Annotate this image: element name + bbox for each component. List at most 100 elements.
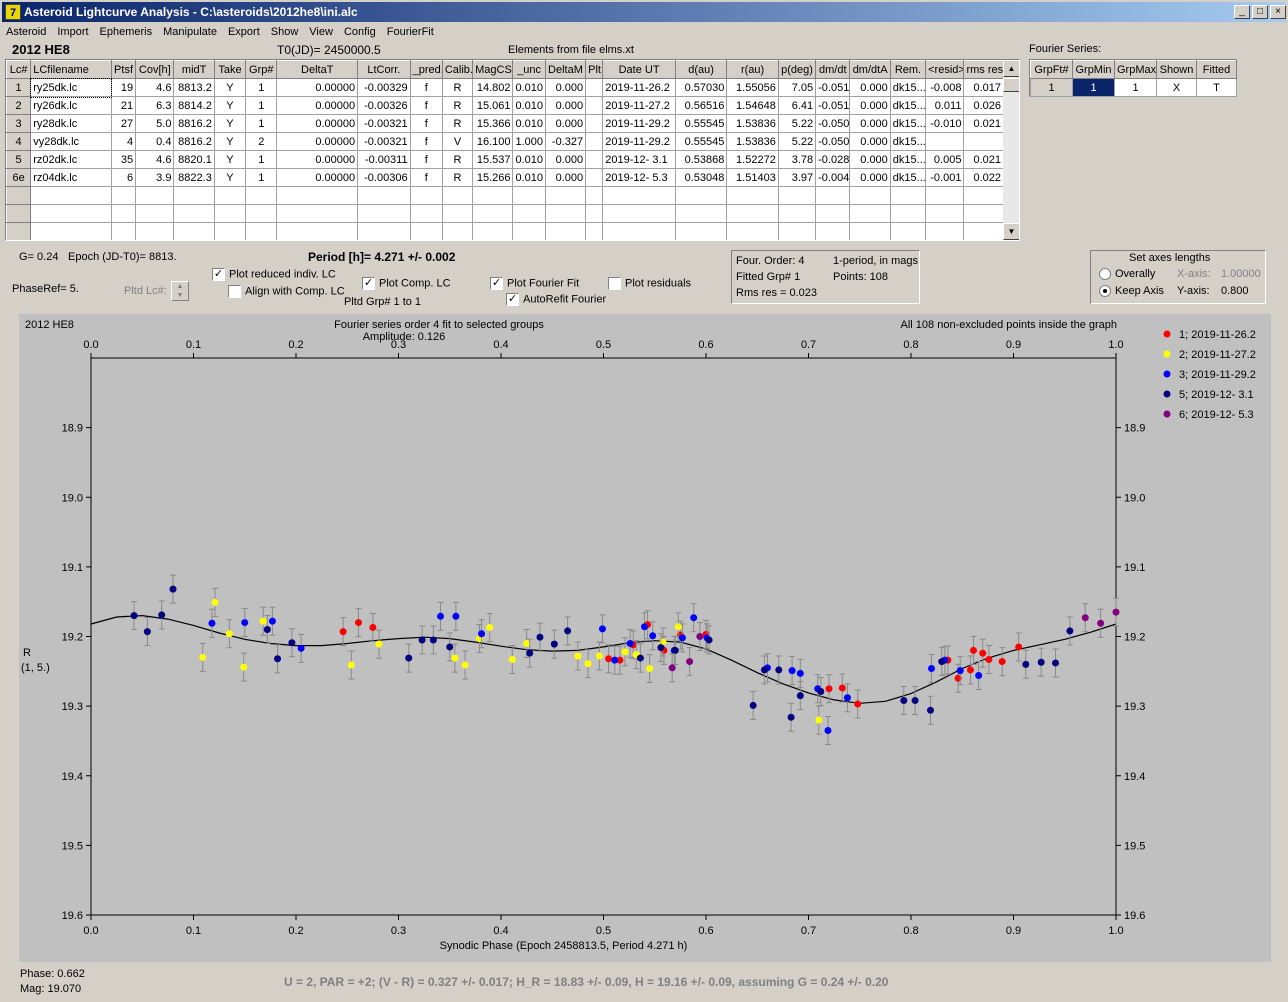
fourier-column-header[interactable]: Shown	[1156, 60, 1197, 79]
table-cell[interactable]	[889, 204, 927, 223]
checkbox-box[interactable]: ✓	[362, 277, 375, 290]
table-cell[interactable]	[135, 222, 175, 240]
table-cell[interactable]	[173, 186, 215, 205]
column-header[interactable]: DeltaM	[544, 60, 587, 79]
table-cell[interactable]	[674, 222, 728, 240]
table-cell[interactable]: 1.52272	[726, 150, 779, 169]
table-cell[interactable]	[726, 222, 779, 240]
table-cell[interactable]: -0.050	[815, 132, 851, 151]
column-header[interactable]: MagCS	[472, 60, 514, 79]
menu-asteroid[interactable]: Asteroid	[6, 26, 47, 38]
table-cell[interactable]	[512, 186, 546, 205]
table-cell[interactable]: 1	[245, 168, 278, 187]
table-cell[interactable]: 3.9	[135, 168, 175, 187]
table-cell[interactable]: 0.010	[512, 168, 546, 187]
table-cell[interactable]: 0.000	[544, 78, 587, 97]
menu-view[interactable]: View	[309, 26, 333, 38]
table-cell[interactable]	[889, 186, 927, 205]
table-cell[interactable]: 5.0	[135, 114, 175, 133]
plot-fourier-checkbox[interactable]: ✓ Plot Fourier Fit	[490, 277, 579, 290]
radio-icon[interactable]	[1099, 268, 1111, 281]
column-header[interactable]: _unc	[512, 60, 546, 79]
row-header[interactable]: 2	[6, 96, 32, 115]
table-cell[interactable]: R	[441, 96, 474, 115]
table-cell[interactable]	[849, 204, 891, 223]
table-row[interactable]: 3 ry28dk.lc 27 5.0 8816.2 Y 1 0.00000 -0.00321 f R…	[6, 114, 1004, 133]
column-header[interactable]: p(deg)	[777, 60, 817, 79]
table-cell[interactable]: 0.010	[512, 114, 546, 133]
table-cell[interactable]: -0.010	[925, 114, 965, 133]
column-header[interactable]: LCfilename	[30, 60, 112, 79]
table-cell[interactable]	[409, 204, 443, 223]
fourier-column-header[interactable]: GrpMin	[1072, 60, 1115, 79]
column-header[interactable]: Calib.	[441, 60, 474, 79]
table-cell[interactable]: -0.028	[815, 150, 851, 169]
table-cell[interactable]: 1	[245, 96, 278, 115]
menu-import[interactable]: Import	[57, 26, 89, 38]
column-header[interactable]: Grp#	[245, 60, 278, 79]
table-cell[interactable]: 27	[110, 114, 137, 133]
scroll-thumb[interactable]	[1003, 78, 1019, 92]
table-cell[interactable]	[357, 186, 411, 205]
y-axis-value[interactable]: 0.800	[1221, 285, 1249, 297]
table-cell[interactable]: 0.000	[544, 114, 587, 133]
plot-residuals-checkbox[interactable]: Plot residuals	[608, 277, 691, 290]
column-header[interactable]: Cov[h]	[135, 60, 175, 79]
autorefit-checkbox[interactable]: ✓ AutoRefit Fourier	[506, 293, 606, 306]
table-cell[interactable]: 1.51403	[726, 168, 779, 187]
table-cell[interactable]	[963, 186, 1004, 205]
table-cell[interactable]	[925, 222, 965, 240]
table-cell[interactable]: 1.54648	[726, 96, 779, 115]
table-cell[interactable]	[585, 168, 604, 187]
table-cell[interactable]	[544, 186, 587, 205]
maximize-button[interactable]: □	[1252, 5, 1268, 19]
table-cell[interactable]: R	[441, 150, 474, 169]
table-cell[interactable]: -0.00321	[357, 114, 411, 133]
radio-selected-icon[interactable]	[1099, 285, 1111, 298]
table-cell[interactable]: 0.000	[849, 78, 891, 97]
checkbox-box[interactable]	[228, 285, 241, 298]
table-cell[interactable]	[585, 114, 604, 133]
table-cell[interactable]: R	[441, 114, 474, 133]
table-cell[interactable]: 8813.2	[173, 78, 215, 97]
table-cell[interactable]: 0.00000	[276, 132, 359, 151]
table-cell[interactable]: 0.000	[849, 114, 891, 133]
table-cell[interactable]: f	[409, 132, 443, 151]
table-cell[interactable]: 1	[245, 78, 278, 97]
table-cell[interactable]: 0.57030	[674, 78, 728, 97]
table-cell[interactable]	[110, 204, 137, 223]
table-cell[interactable]: 0.026	[963, 96, 1004, 115]
table-cell[interactable]	[245, 222, 278, 240]
table-cell[interactable]: 35	[110, 150, 137, 169]
table-cell[interactable]	[815, 222, 851, 240]
table-cell[interactable]: rz02dk.lc	[30, 150, 112, 169]
x-axis-value[interactable]: 1.00000	[1221, 268, 1261, 280]
table-cell[interactable]: 0.00000	[276, 114, 359, 133]
table-cell[interactable]: 2019-11-26.2	[602, 78, 676, 97]
table-cell[interactable]	[245, 204, 278, 223]
table-cell[interactable]: -0.00329	[357, 78, 411, 97]
table-cell[interactable]: -0.327	[544, 132, 587, 151]
table-cell[interactable]: 8816.2	[173, 132, 215, 151]
table-cell[interactable]: 2019-12- 3.1	[602, 150, 676, 169]
table-cell[interactable]: V	[441, 132, 474, 151]
fourier-column-header[interactable]: Fitted	[1196, 60, 1237, 79]
table-cell[interactable]: Y	[213, 96, 247, 115]
table-cell[interactable]: -0.001	[925, 168, 965, 187]
table-cell[interactable]	[357, 204, 411, 223]
checkbox-box[interactable]: ✓	[212, 268, 225, 281]
table-cell[interactable]	[726, 204, 779, 223]
table-cell[interactable]: 21	[110, 96, 137, 115]
table-cell[interactable]: 2019-11-27.2	[602, 96, 676, 115]
table-cell[interactable]: -0.00311	[357, 150, 411, 169]
table-cell[interactable]: 0.010	[512, 78, 546, 97]
table-cell[interactable]	[963, 132, 1004, 151]
table-cell[interactable]: dk15...	[889, 78, 927, 97]
checkbox-box[interactable]: ✓	[490, 277, 503, 290]
table-cell[interactable]: -0.008	[925, 78, 965, 97]
column-header[interactable]: dm/dt	[815, 60, 851, 79]
table-cell[interactable]: 0.55545	[674, 132, 728, 151]
table-cell[interactable]: 0.000	[544, 168, 587, 187]
keep-axis-radio[interactable]: Keep Axis	[1099, 285, 1164, 298]
table-cell[interactable]: 0.4	[135, 132, 175, 151]
